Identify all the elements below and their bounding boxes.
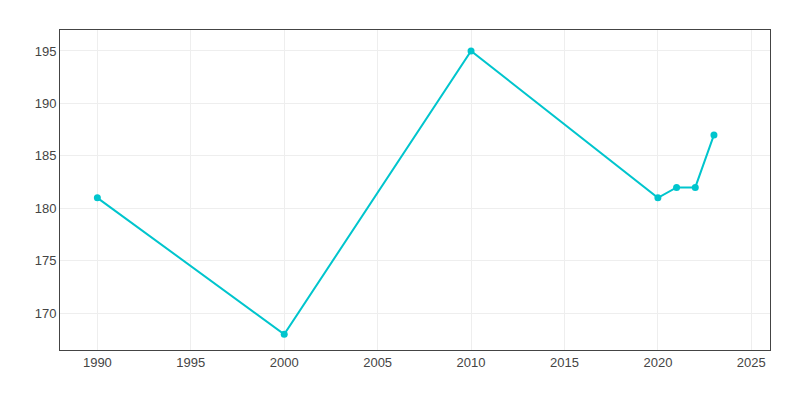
svg-text:1990: 1990 <box>83 355 112 370</box>
svg-text:190: 190 <box>35 96 57 111</box>
svg-text:2020: 2020 <box>643 355 672 370</box>
svg-text:170: 170 <box>35 306 57 321</box>
svg-text:175: 175 <box>35 253 57 268</box>
svg-text:2015: 2015 <box>550 355 579 370</box>
svg-text:185: 185 <box>35 148 57 163</box>
svg-text:2005: 2005 <box>363 355 392 370</box>
svg-text:1995: 1995 <box>176 355 205 370</box>
svg-text:180: 180 <box>35 201 57 216</box>
svg-text:2025: 2025 <box>737 355 766 370</box>
svg-text:2000: 2000 <box>270 355 299 370</box>
svg-text:2010: 2010 <box>457 355 486 370</box>
svg-text:195: 195 <box>35 44 57 59</box>
